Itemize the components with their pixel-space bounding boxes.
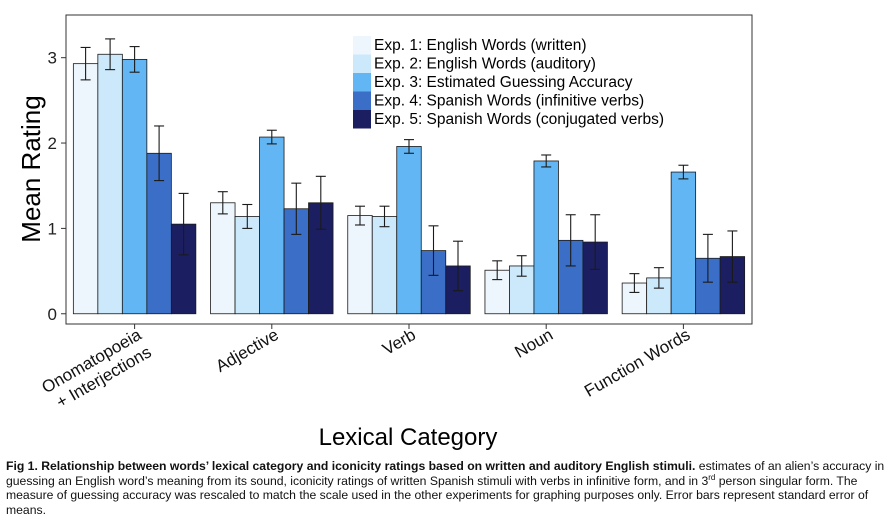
error-bar [178, 192, 189, 256]
error-bar [291, 182, 302, 235]
x-tick-label: Noun [512, 325, 557, 362]
error-bar [129, 46, 140, 73]
error-bar [355, 205, 365, 226]
error-bar [629, 273, 640, 293]
bar [670, 171, 697, 315]
x-tick-label: Function Words [581, 325, 693, 401]
error-bar [80, 46, 91, 81]
error-bar [702, 233, 713, 283]
caption-body-end: person singular form. The measure of gue… [6, 473, 869, 517]
legend-swatch [353, 54, 371, 73]
legend-swatch [353, 91, 371, 110]
x-tick-label: Adjective [213, 325, 282, 376]
legend-swatch [353, 36, 371, 55]
legend-item: Exp. 2: English Words (auditory) [353, 54, 596, 73]
bar [121, 58, 148, 315]
error-bar [315, 175, 326, 230]
y-tick-label: 2 [48, 134, 57, 153]
error-bar [242, 203, 253, 229]
legend-item: Exp. 5: Spanish Words (conjugated verbs) [353, 110, 664, 129]
bar [371, 216, 398, 315]
bar [210, 202, 236, 315]
legend-swatch [353, 73, 371, 92]
y-tick-label: 0 [48, 305, 57, 324]
bar [396, 146, 422, 315]
y-tick-label: 1 [48, 219, 57, 238]
error-bar [266, 129, 277, 145]
y-axis-title: Mean Rating [16, 95, 46, 242]
legend: Exp. 1: English Words (written) Exp. 2: E… [353, 36, 664, 129]
y-axis: 0 1 2 3 [48, 49, 66, 324]
error-bar [217, 191, 228, 215]
error-bar [154, 125, 165, 182]
error-bar [379, 205, 390, 228]
error-bar [404, 139, 414, 154]
legend-label: Exp. 1: English Words (written) [374, 37, 586, 54]
bar [259, 136, 285, 315]
x-tick-label: Onomatopoeia+ Interjections [39, 325, 156, 415]
x-tick-label: Verb [379, 325, 419, 359]
caption-body: estimates of an alien’s accuracy in gues… [6, 459, 885, 488]
legend-label: Exp. 5: Spanish Words (conjugated verbs) [374, 111, 664, 128]
error-bar [428, 225, 439, 276]
legend-label: Exp. 4: Spanish Words (infinitive verbs) [374, 93, 644, 110]
caption-superscript: rd [708, 472, 716, 482]
error-bar [653, 267, 664, 289]
error-bar [565, 214, 576, 267]
figure-caption: Fig 1. Relationship between words’ lexic… [6, 459, 886, 517]
error-bar [678, 164, 689, 180]
error-bar [492, 260, 503, 281]
legend-item: Exp. 1: English Words (written) [353, 36, 586, 55]
bars-layer [72, 38, 746, 315]
error-bar [541, 154, 552, 168]
bar [97, 53, 123, 315]
legend-label: Exp. 3: Estimated Guessing Accuracy [374, 74, 633, 91]
x-axis: Onomatopoeia+ Interjections Adjective Verb… [39, 324, 693, 415]
bar [72, 63, 99, 315]
error-bar [590, 214, 601, 270]
error-bar [727, 230, 738, 283]
bar [347, 215, 373, 315]
legend-item: Exp. 4: Spanish Words (infinitive verbs) [353, 91, 644, 110]
figure: 0 1 2 3 Onomatopoeia+ Interjections Adjectiv… [16, 14, 753, 451]
legend-swatch [353, 110, 371, 129]
x-axis-title: Lexical Category [319, 424, 498, 451]
error-bar [453, 240, 463, 292]
legend-label: Exp. 2: English Words (auditory) [374, 56, 596, 73]
bar [234, 216, 260, 315]
bar [533, 160, 559, 315]
error-bar [516, 255, 527, 277]
error-bar [105, 38, 116, 71]
bar-chart: 0 1 2 3 Onomatopoeia+ Interjections Adjectiv… [16, 14, 753, 451]
legend-item: Exp. 3: Estimated Guessing Accuracy [353, 73, 633, 92]
y-tick-label: 3 [48, 49, 57, 68]
caption-title: Fig 1. Relationship between words’ lexic… [6, 459, 696, 473]
